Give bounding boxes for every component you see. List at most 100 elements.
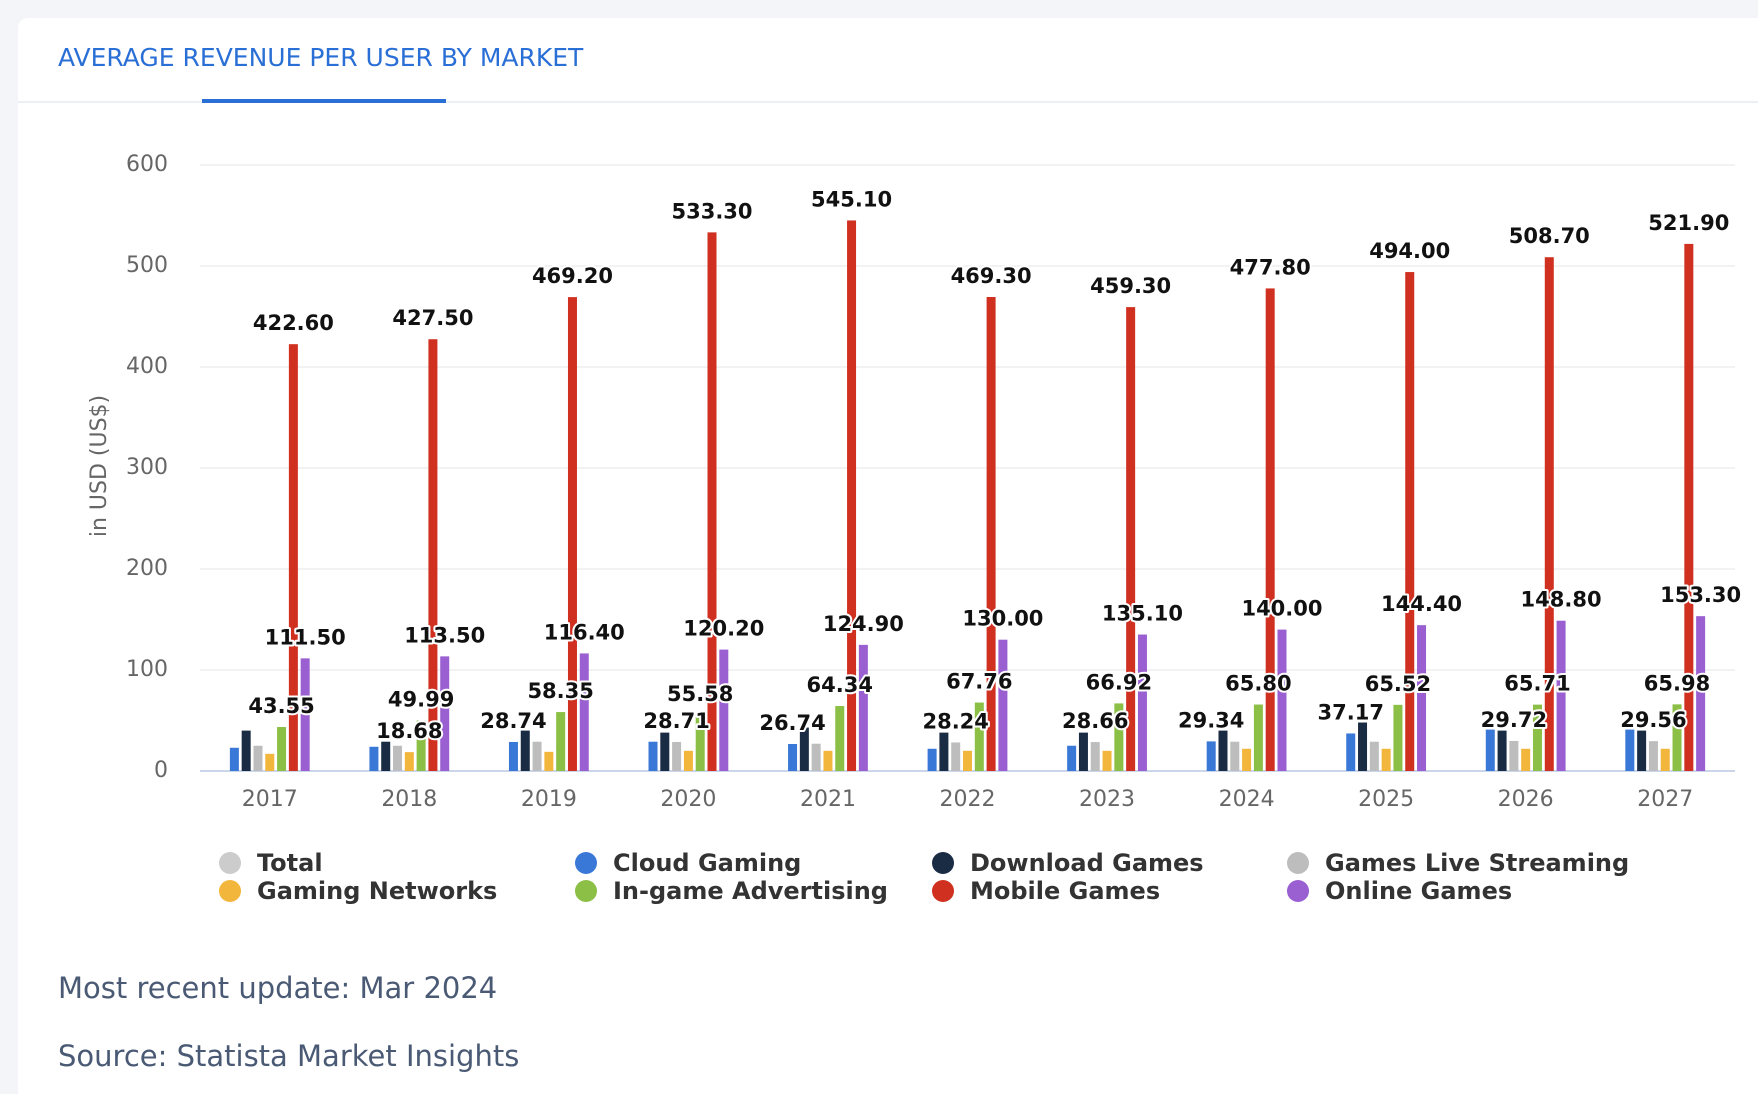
bar (1090, 742, 1100, 771)
data-label: 65.98 (1644, 671, 1710, 695)
legend-swatch (219, 852, 241, 874)
data-label: 49.99 (388, 688, 454, 712)
bar (858, 644, 868, 771)
data-label: 521.90 (1648, 211, 1729, 235)
bar (288, 344, 298, 771)
legend-swatch (932, 852, 954, 874)
data-label: 124.90 (823, 612, 904, 636)
data-label: 28.71 (643, 709, 709, 733)
legend-swatch (219, 880, 241, 902)
bar (986, 297, 996, 771)
bar (241, 730, 251, 771)
legend-label: Mobile Games (970, 877, 1160, 905)
bar (719, 649, 729, 771)
bar (1242, 748, 1252, 771)
bar (1393, 704, 1403, 771)
bar (1672, 704, 1682, 771)
data-label: 67.76 (946, 670, 1012, 694)
data-label: 153.30 (1660, 583, 1741, 607)
y-tick-label: 0 (154, 758, 168, 783)
bar (508, 741, 518, 771)
data-label: 65.71 (1504, 672, 1570, 696)
bar (1126, 307, 1136, 771)
bar (265, 753, 275, 771)
bar (1067, 745, 1077, 771)
bar (381, 741, 391, 771)
data-label: 469.30 (951, 264, 1032, 288)
bar (1660, 748, 1670, 771)
bar (1218, 730, 1228, 771)
bar (974, 702, 984, 771)
bar (1277, 629, 1287, 771)
data-label: 55.58 (667, 682, 733, 706)
data-label: 28.66 (1062, 709, 1128, 733)
bar (1532, 704, 1542, 771)
y-tick-label: 500 (126, 253, 168, 278)
x-tick-label: 2024 (1219, 787, 1275, 812)
y-tick-label: 200 (126, 556, 168, 581)
legend-label: In-game Advertising (613, 877, 888, 905)
bar (695, 714, 705, 771)
bar (416, 720, 426, 771)
y-tick-label: 600 (126, 152, 168, 177)
data-label: 477.80 (1230, 255, 1311, 279)
bar (1369, 741, 1379, 771)
bar (1556, 620, 1566, 771)
legend-label: Games Live Streaming (1325, 849, 1629, 877)
data-label: 494.00 (1369, 239, 1450, 263)
x-tick-label: 2027 (1637, 787, 1693, 812)
data-label: 545.10 (811, 187, 892, 211)
bar (672, 742, 682, 771)
update-note: Most recent update: Mar 2024 (58, 971, 497, 1005)
bar (229, 747, 239, 771)
x-tick-label: 2017 (242, 787, 298, 812)
tab-underline (202, 99, 446, 103)
y-axis-label: in USD (US$) (87, 395, 112, 537)
data-label: 29.34 (1178, 708, 1244, 732)
data-label: 64.34 (807, 673, 873, 697)
bar (1521, 748, 1531, 771)
bar (998, 639, 1008, 771)
data-label: 29.72 (1481, 708, 1547, 732)
data-label: 26.74 (759, 711, 825, 735)
x-tick-label: 2023 (1079, 787, 1135, 812)
bar (660, 732, 670, 771)
x-tick-label: 2025 (1358, 787, 1414, 812)
data-label: 427.50 (392, 306, 473, 330)
data-label: 116.40 (544, 620, 625, 644)
bar (544, 751, 554, 771)
bar (393, 745, 403, 771)
bar (556, 712, 566, 771)
legend-label: Total (257, 849, 323, 877)
bar (683, 750, 693, 771)
legend-label: Gaming Networks (257, 877, 497, 905)
bar (1078, 732, 1088, 771)
data-label: 43.55 (248, 694, 314, 718)
bar (1684, 243, 1694, 772)
x-tick-label: 2018 (381, 787, 437, 812)
y-tick-label: 400 (126, 354, 168, 379)
bar (404, 752, 414, 771)
bar (1358, 722, 1368, 771)
data-label: 533.30 (671, 199, 752, 223)
card (18, 18, 1758, 1094)
legend-swatch (932, 880, 954, 902)
data-label: 135.10 (1102, 602, 1183, 626)
bar (1637, 730, 1647, 771)
bar (648, 741, 658, 771)
bar (1405, 272, 1415, 771)
bar (579, 653, 589, 771)
bar (1114, 703, 1124, 771)
bar (253, 745, 263, 771)
bar (1485, 729, 1495, 771)
data-label: 18.68 (376, 719, 442, 743)
bar (1230, 741, 1240, 771)
data-label: 65.80 (1225, 672, 1291, 696)
bar (1137, 634, 1147, 771)
data-label: 28.24 (922, 709, 988, 733)
legend-swatch (1287, 880, 1309, 902)
data-label: 29.56 (1620, 708, 1686, 732)
data-label: 113.50 (404, 623, 485, 647)
bar (811, 743, 821, 771)
